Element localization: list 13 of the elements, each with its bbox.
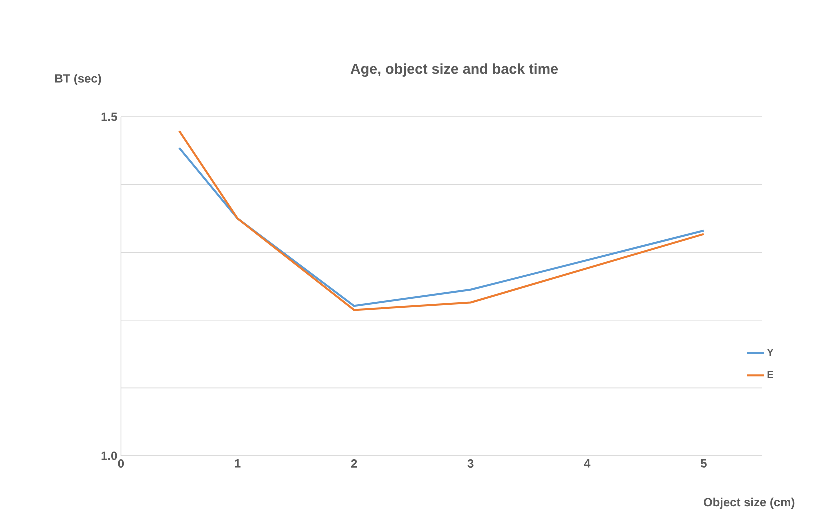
x-tick-label: 3 [468, 459, 474, 468]
legend-label: Y [767, 348, 774, 356]
x-axis-title: Object size (cm) [704, 498, 795, 509]
chart-title: Age, object size and back time [350, 63, 558, 77]
x-tick-label: 0 [118, 459, 124, 468]
x-tick-label: 2 [351, 459, 358, 468]
x-tick-label: 4 [584, 459, 591, 468]
x-tick-label: 1 [235, 459, 241, 468]
y-tick-label: 1.5 [102, 112, 118, 121]
x-tick-label: 5 [700, 459, 707, 468]
y-tick-label: 1.0 [102, 452, 118, 460]
y-axis-title: BT (sec) [55, 74, 102, 86]
legend-label: E [768, 371, 774, 378]
